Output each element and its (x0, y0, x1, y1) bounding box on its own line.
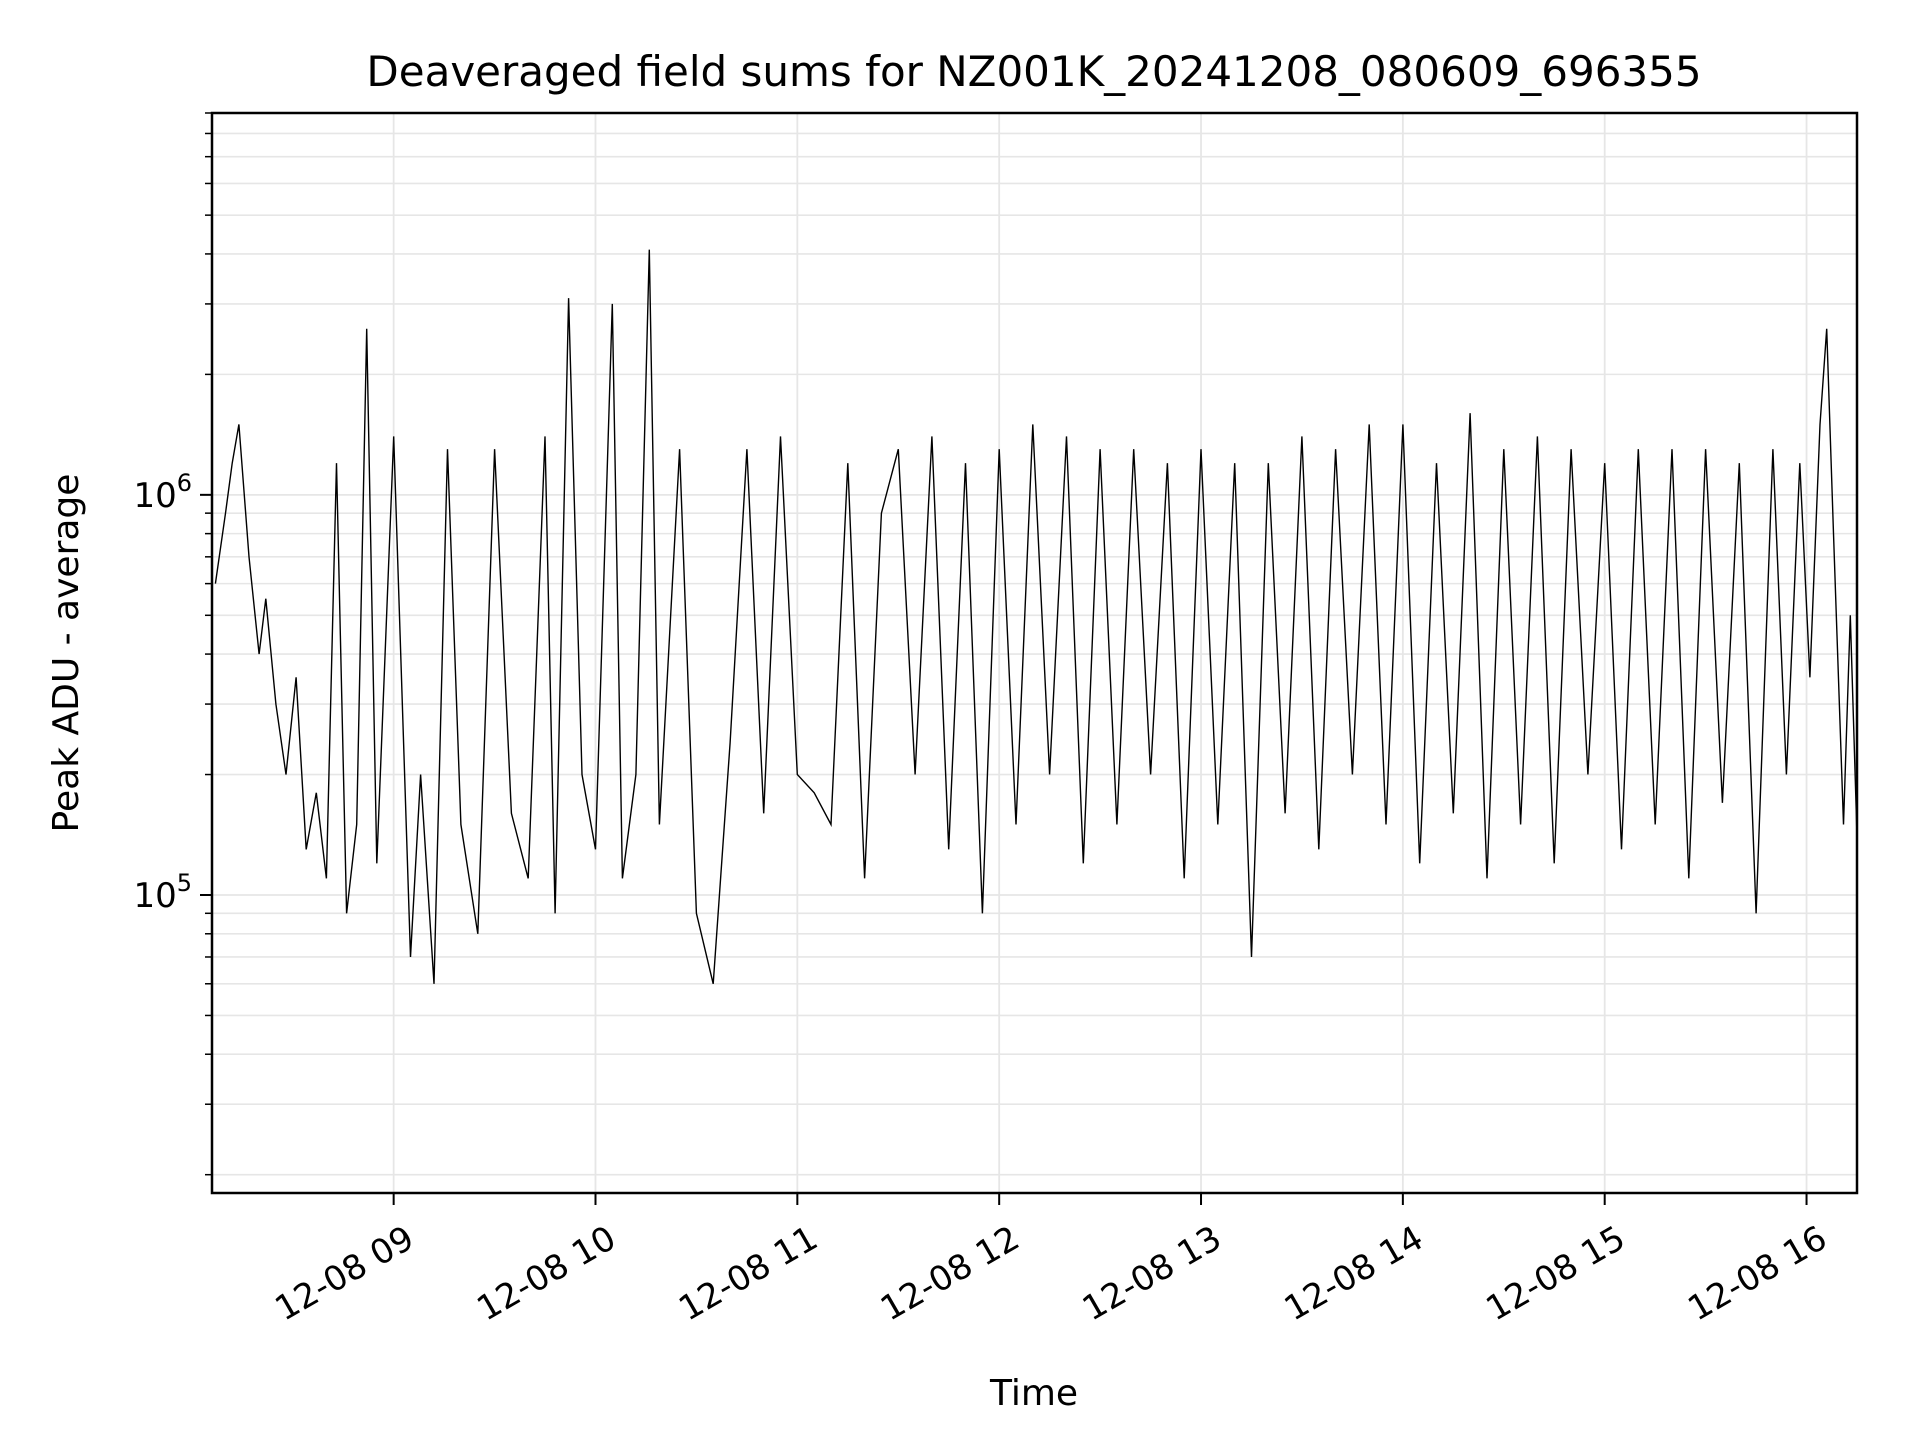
plot-frame (210, 111, 1859, 1195)
grid (212, 112, 1857, 1193)
y-tick-label: 106 (133, 469, 192, 516)
series-line (214, 249, 1858, 984)
y-tick-label: 105 (133, 869, 192, 916)
chart-title: Deaveraged field sums for NZ001K_2024120… (366, 47, 1701, 96)
y-axis-label: Peak ADU - average (46, 474, 87, 833)
x-axis-label: Time (989, 1373, 1078, 1414)
